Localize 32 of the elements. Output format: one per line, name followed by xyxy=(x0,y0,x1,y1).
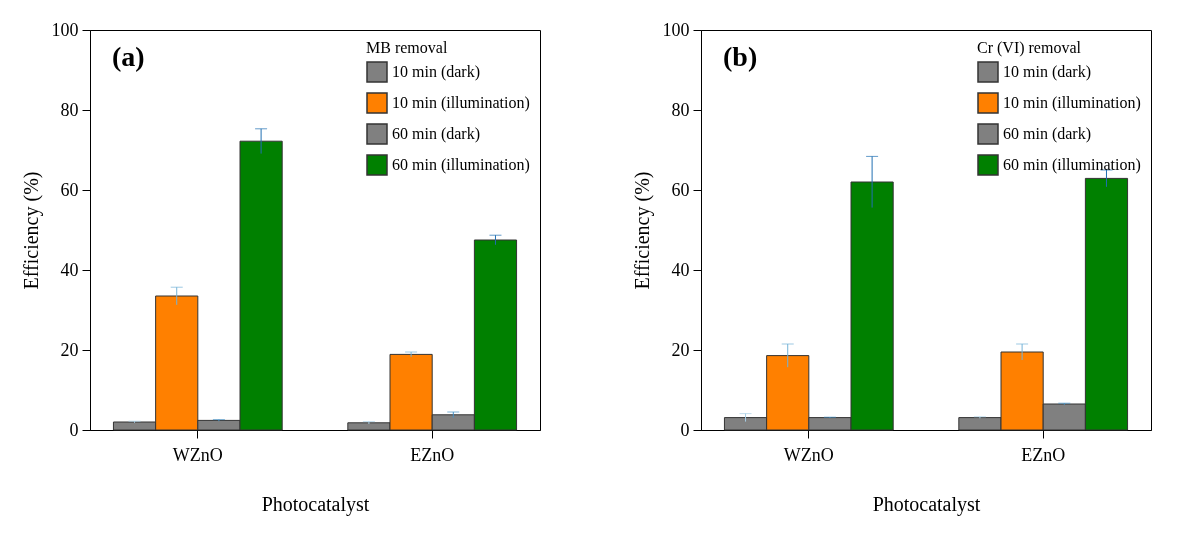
x-tick-label: WZnO xyxy=(172,444,223,465)
y-tick-label: 0 xyxy=(680,419,690,440)
y-tick-label: 60 xyxy=(671,179,690,200)
legend-title: MB removal xyxy=(366,39,448,56)
legend-label: 60 min (dark) xyxy=(1003,125,1091,143)
annotation: (b) xyxy=(723,41,758,72)
y-tick-label: 100 xyxy=(662,19,690,40)
y-tick-label: 80 xyxy=(671,99,690,120)
y-tick-label: 0 xyxy=(69,419,79,440)
legend-title: Cr (VI) removal xyxy=(977,39,1082,57)
x-tick-label: WZnO xyxy=(783,444,834,465)
legend-label: 60 min (illumination) xyxy=(1003,156,1141,174)
y-tick-label: 100 xyxy=(51,19,79,40)
y-tick-label: 20 xyxy=(60,339,79,360)
x-axis-title: Photocatalyst xyxy=(261,492,370,516)
legend-label: 10 min (illumination) xyxy=(1003,94,1141,112)
annotation: (a) xyxy=(112,41,145,72)
legend-label: 60 min (illumination) xyxy=(392,156,530,174)
legend-label: 10 min (illumination) xyxy=(392,94,530,112)
y-tick-label: 20 xyxy=(671,339,690,360)
legend-label: 10 min (dark) xyxy=(392,63,480,81)
x-tick-label: EZnO xyxy=(1021,444,1066,465)
x-tick-label: EZnO xyxy=(410,444,455,465)
y-axis-title: Efficiency (%) xyxy=(19,171,43,290)
y-tick-label: 40 xyxy=(671,259,690,280)
y-tick-label: 60 xyxy=(60,179,79,200)
x-axis-title: Photocatalyst xyxy=(872,492,981,516)
legend-label: 10 min (dark) xyxy=(1003,63,1091,81)
y-tick-label: 40 xyxy=(60,259,79,280)
y-axis-title: Efficiency (%) xyxy=(630,171,654,290)
y-tick-label: 80 xyxy=(60,99,79,120)
legend-label: 60 min (dark) xyxy=(392,125,480,143)
